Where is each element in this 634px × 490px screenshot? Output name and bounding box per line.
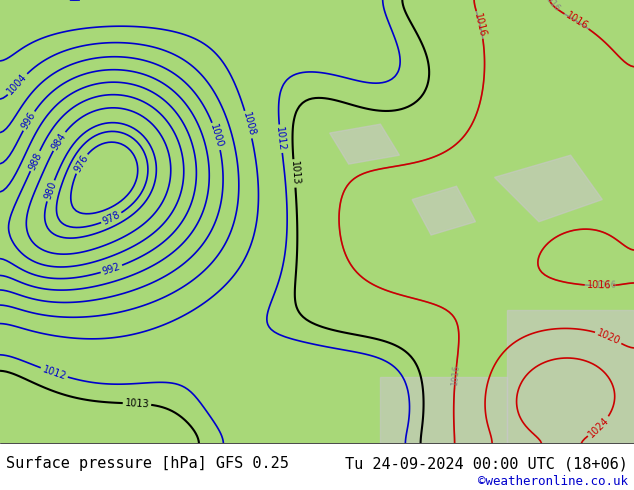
Polygon shape [330,124,399,164]
Text: 980: 980 [42,180,58,201]
Text: 1013: 1013 [124,398,150,409]
Text: 1016: 1016 [586,280,611,291]
Text: 1004: 1004 [6,72,29,97]
Polygon shape [495,155,602,221]
Text: 1012: 1012 [41,364,67,381]
Text: 1008: 1008 [240,111,256,138]
Text: 1016: 1016 [472,12,488,38]
Text: 1016: 1016 [595,281,616,291]
Text: 1020: 1020 [595,328,622,346]
Text: 1016: 1016 [540,0,561,13]
Text: 996: 996 [20,110,37,131]
Text: ©weatheronline.co.uk: ©weatheronline.co.uk [477,475,628,488]
Text: 1013: 1013 [288,161,301,186]
Text: 976: 976 [72,153,90,174]
Polygon shape [380,377,507,443]
Polygon shape [507,311,634,443]
Text: 988: 988 [27,150,44,172]
Text: 978: 978 [101,210,122,227]
Text: 984: 984 [49,131,68,151]
Text: Tu 24-09-2024 00:00 UTC (18+06): Tu 24-09-2024 00:00 UTC (18+06) [345,457,628,471]
Polygon shape [412,186,476,235]
Text: Surface pressure [hPa] GFS 0.25: Surface pressure [hPa] GFS 0.25 [6,457,289,471]
Text: 1000: 1000 [209,123,225,149]
Text: 1012: 1012 [275,126,287,151]
Text: 1016: 1016 [564,10,590,32]
Text: 1016: 1016 [450,364,461,386]
Text: 992: 992 [101,261,122,277]
Text: 1024: 1024 [586,415,611,439]
